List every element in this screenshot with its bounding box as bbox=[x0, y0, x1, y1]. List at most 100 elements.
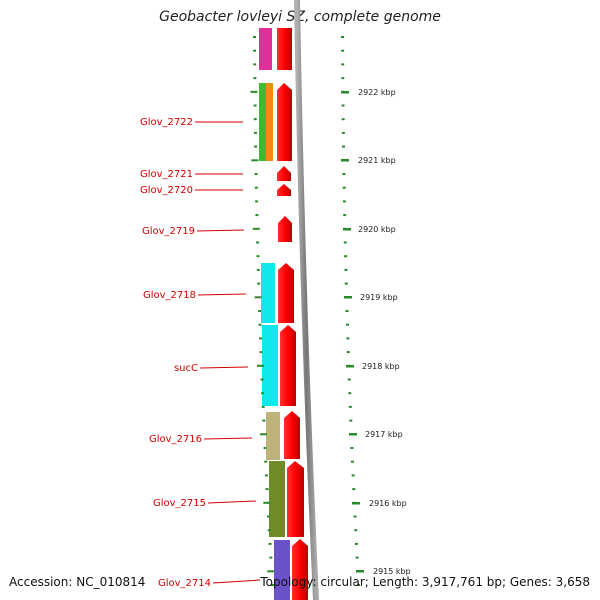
tick-mark bbox=[254, 296, 262, 299]
accession-text: Accession: NC_010814 bbox=[9, 575, 146, 589]
tick-mark bbox=[254, 186, 258, 189]
scale-tick bbox=[343, 228, 351, 231]
tick-mark bbox=[342, 173, 346, 175]
scale-tick bbox=[352, 502, 360, 505]
tick-mark bbox=[252, 227, 260, 230]
tick-mark bbox=[341, 118, 345, 121]
tick-mark bbox=[343, 214, 347, 217]
tick-mark bbox=[346, 337, 350, 340]
tick-mark bbox=[265, 488, 269, 491]
gene-label: Glov_2716 bbox=[149, 434, 202, 445]
gene-arrow bbox=[278, 216, 292, 242]
tick-mark bbox=[345, 323, 349, 326]
tick-mark bbox=[351, 460, 355, 463]
tick-mark bbox=[350, 447, 354, 449]
tick-mark bbox=[261, 392, 265, 395]
tick-mark bbox=[347, 378, 351, 381]
scale-label: 2918 kbp bbox=[362, 362, 400, 371]
scale-label: 2922 kbp bbox=[358, 88, 396, 97]
leader-line bbox=[199, 366, 249, 369]
cog-bar-olive bbox=[269, 461, 285, 537]
tick-mark bbox=[348, 405, 352, 408]
tick-mark bbox=[262, 419, 266, 422]
leader-line bbox=[207, 500, 257, 504]
tick-mark bbox=[263, 447, 267, 449]
tick-mark bbox=[351, 474, 355, 477]
cog-bar-orange bbox=[266, 83, 273, 161]
tick-mark bbox=[255, 214, 259, 217]
gene-label: Glov_2719 bbox=[142, 226, 195, 237]
scale-tick bbox=[341, 91, 349, 94]
tick-mark bbox=[257, 364, 265, 367]
tick-mark bbox=[260, 378, 264, 381]
tick-mark bbox=[341, 49, 345, 52]
tick-mark bbox=[342, 200, 346, 203]
tick-mark bbox=[352, 488, 356, 491]
gene-arrow bbox=[284, 411, 300, 459]
tick-mark bbox=[253, 118, 257, 121]
tick-mark bbox=[264, 474, 268, 477]
tick-mark bbox=[253, 36, 257, 38]
cog-bar-magenta bbox=[259, 28, 272, 70]
tick-mark bbox=[341, 36, 345, 38]
tick-mark bbox=[268, 542, 272, 545]
gene-label: Glov_2715 bbox=[153, 498, 206, 509]
gene-arrow bbox=[287, 461, 304, 537]
scale-label: 2915 kbp bbox=[373, 567, 411, 576]
tick-mark bbox=[348, 392, 352, 395]
gene-label: Glov_2718 bbox=[143, 290, 196, 301]
tick-mark bbox=[341, 131, 345, 134]
tick-mark bbox=[267, 515, 271, 518]
tick-mark bbox=[355, 556, 359, 559]
tick-mark bbox=[345, 310, 349, 312]
tick-mark bbox=[342, 186, 346, 189]
inner-ticks bbox=[250, 36, 275, 586]
topology-text: Topology: circular; Length: 3,917,761 bp… bbox=[260, 575, 590, 589]
tick-mark bbox=[256, 255, 260, 258]
tick-mark bbox=[253, 77, 257, 80]
gene-label: sucC bbox=[174, 363, 198, 374]
tick-mark bbox=[349, 419, 353, 422]
gene-labels: Glov_2722 Glov_2721 Glov_2720 Glov_2719 … bbox=[140, 117, 261, 589]
scale-tick bbox=[356, 570, 364, 573]
genome-backbone bbox=[294, 0, 319, 600]
scale-tick bbox=[346, 365, 354, 368]
tick-mark bbox=[264, 460, 268, 463]
cog-bar-green bbox=[259, 83, 266, 161]
gene-arrow bbox=[277, 166, 291, 181]
tick-mark bbox=[256, 268, 260, 271]
tick-mark bbox=[261, 405, 265, 408]
gene-label: Glov_2722 bbox=[140, 117, 193, 128]
gene-label: Glov_2721 bbox=[140, 169, 193, 180]
gene-label: Glov_2714 bbox=[158, 578, 211, 589]
gene-arrow bbox=[280, 325, 296, 406]
tick-mark bbox=[253, 49, 257, 52]
cog-bar-cyan-2 bbox=[262, 325, 278, 406]
scale-label: 2917 kbp bbox=[365, 430, 403, 439]
tick-mark bbox=[342, 145, 346, 148]
scale-tick bbox=[344, 296, 352, 299]
tick-mark bbox=[257, 282, 261, 285]
tick-mark bbox=[341, 104, 345, 107]
tick-mark bbox=[258, 323, 262, 326]
cog-bar-khaki bbox=[266, 412, 280, 460]
tick-mark bbox=[250, 90, 258, 93]
tick-mark bbox=[346, 351, 350, 354]
scale-labels: 2922 kbp 2921 kbp 2920 kbp 2919 kbp 2918… bbox=[358, 88, 411, 576]
scale-tick bbox=[349, 433, 357, 436]
tick-mark bbox=[344, 268, 348, 271]
outer-ticks bbox=[341, 36, 364, 586]
scale-label: 2920 kbp bbox=[358, 225, 396, 234]
tick-mark bbox=[354, 542, 358, 545]
tick-mark bbox=[344, 255, 348, 258]
tick-mark bbox=[251, 159, 259, 162]
scale-tick bbox=[341, 159, 349, 162]
scale-label: 2916 kbp bbox=[369, 499, 407, 508]
tick-mark bbox=[254, 145, 258, 148]
tick-mark bbox=[253, 104, 257, 107]
gene-arrow bbox=[292, 539, 308, 600]
cog-bars bbox=[259, 28, 290, 600]
tick-mark bbox=[341, 77, 345, 80]
tick-mark bbox=[269, 556, 273, 559]
